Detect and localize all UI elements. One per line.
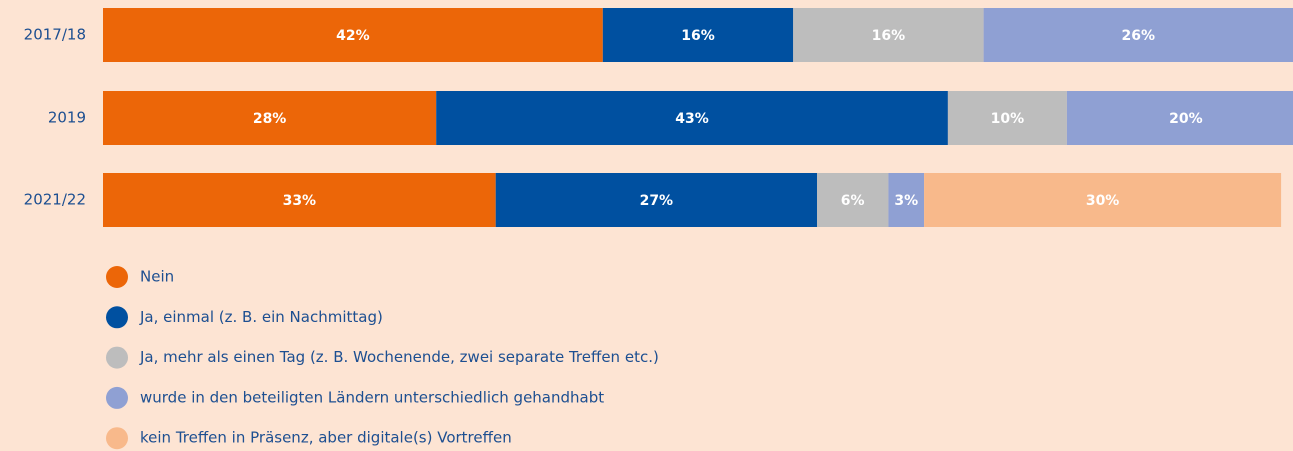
value-label: 6%	[841, 193, 865, 209]
value-label: 16%	[681, 28, 715, 44]
bar-segment	[103, 173, 496, 227]
bar-segment	[983, 8, 1293, 62]
bar-segment	[793, 8, 984, 62]
bar-segment	[602, 8, 794, 62]
bar-segment	[947, 91, 1067, 145]
legend-swatch	[106, 427, 128, 450]
legend-label: Ja, mehr als einen Tag (z. B. Wochenende…	[139, 348, 659, 366]
bar-segment	[103, 91, 437, 145]
legend-swatch	[106, 306, 128, 329]
value-label: 33%	[283, 193, 317, 209]
value-label: 20%	[1169, 111, 1203, 127]
value-label: 28%	[253, 111, 287, 127]
legend-label: Nein	[140, 268, 174, 286]
value-label: 3%	[894, 193, 918, 209]
value-label: 26%	[1122, 28, 1156, 44]
legend-label: wurde in den beteiligten Ländern untersc…	[140, 388, 604, 406]
bar-segment	[103, 8, 603, 62]
bar-segment	[817, 173, 889, 227]
legend-swatch	[106, 266, 128, 288]
value-label: 10%	[991, 111, 1025, 127]
legend-swatch	[106, 346, 128, 369]
legend-label: Ja, einmal (z. B. ein Nachmittag)	[139, 308, 383, 326]
value-label: 42%	[336, 28, 370, 44]
value-label: 43%	[675, 111, 709, 127]
category-label: 2019	[48, 109, 86, 127]
bar-segment	[495, 173, 817, 227]
bar-segment	[888, 173, 925, 227]
bar-segment	[436, 91, 948, 145]
bar-segment	[924, 173, 1282, 227]
value-label: 16%	[872, 28, 906, 44]
category-label: 2017/18	[24, 26, 86, 44]
value-label: 30%	[1086, 193, 1120, 209]
value-label: 27%	[640, 193, 674, 209]
bar-segment	[1066, 91, 1293, 145]
legend-label: kein Treffen in Präsenz, aber digitale(s…	[140, 429, 512, 447]
category-label: 2021/22	[24, 191, 86, 209]
legend-swatch	[106, 386, 128, 409]
